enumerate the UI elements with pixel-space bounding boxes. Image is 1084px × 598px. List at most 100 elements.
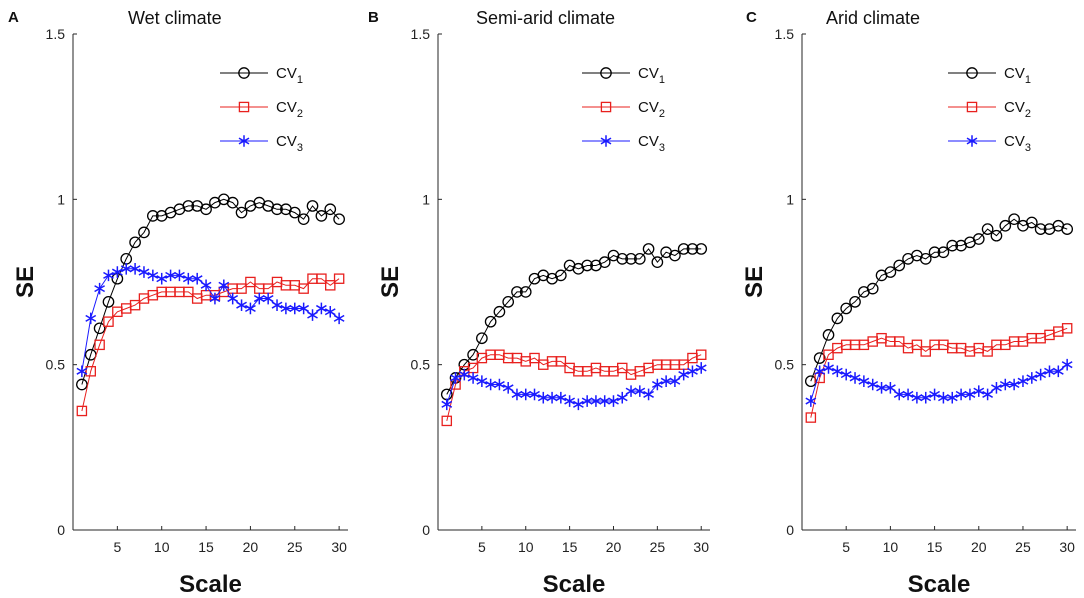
y-tick-label: 1 xyxy=(422,191,430,207)
data-point xyxy=(849,295,861,308)
legend-item-cv3: CV3 xyxy=(220,133,303,154)
data-point xyxy=(288,206,301,219)
data-point xyxy=(581,395,593,407)
data-point xyxy=(598,256,611,269)
data-point xyxy=(1061,323,1073,334)
data-point xyxy=(450,372,461,384)
chart-panel-c: 0 0.5 1 1.5 5 10 15 20 25 30 Scale SE C Arid climate C… xyxy=(741,8,1076,598)
x-tick-label: 20 xyxy=(971,539,987,555)
data-point xyxy=(147,269,159,282)
data-point xyxy=(813,352,826,364)
y-tick-label: 1.5 xyxy=(411,26,431,42)
legend-label: CV1 xyxy=(276,65,303,86)
legend-item-cv2: CV2 xyxy=(948,99,1031,120)
chart-panel-a: 0 0.5 1 1.5 5 10 15 20 25 30 Scale SE A Wet climate CV… xyxy=(8,8,348,598)
data-point xyxy=(253,292,265,305)
data-point xyxy=(999,219,1012,232)
data-point xyxy=(502,295,515,308)
data-point xyxy=(511,388,523,401)
data-point xyxy=(1061,358,1073,371)
data-point xyxy=(599,395,611,407)
data-point xyxy=(555,391,567,404)
data-point xyxy=(964,388,976,401)
legend-marker xyxy=(238,101,250,113)
data-point xyxy=(1025,216,1038,229)
data-point xyxy=(651,256,664,269)
data-point xyxy=(893,259,906,272)
data-point xyxy=(642,243,655,255)
x-tick-label: 5 xyxy=(113,539,121,555)
data-point xyxy=(85,312,97,325)
legend-item-cv3: CV3 xyxy=(582,133,665,154)
data-point xyxy=(805,412,817,423)
data-point xyxy=(333,213,345,226)
x-tick-label: 5 xyxy=(842,539,850,555)
data-point xyxy=(946,391,958,404)
x-axis-label: Scale xyxy=(179,571,242,598)
data-point xyxy=(687,365,698,378)
data-point xyxy=(616,253,629,265)
data-point xyxy=(235,206,248,219)
data-point xyxy=(467,372,479,384)
data-point xyxy=(297,213,310,226)
x-tick-label: 25 xyxy=(287,539,303,555)
data-point xyxy=(858,375,870,387)
legend-subscript: 1 xyxy=(659,74,665,86)
data-point xyxy=(982,346,993,357)
data-point xyxy=(625,253,637,265)
data-point xyxy=(695,243,708,255)
data-point xyxy=(920,346,931,357)
data-point xyxy=(831,365,843,378)
data-point xyxy=(884,266,897,278)
x-tick-label: 25 xyxy=(1015,539,1031,555)
x-tick-label: 30 xyxy=(1059,539,1075,555)
data-point xyxy=(511,286,523,298)
data-point xyxy=(625,385,637,397)
data-point xyxy=(1026,372,1038,384)
panel-letter: C xyxy=(746,9,757,26)
y-axis-label: SE xyxy=(12,266,39,298)
data-point xyxy=(76,365,88,378)
data-point xyxy=(129,262,141,275)
data-point xyxy=(76,378,88,391)
series-cv1 xyxy=(804,213,1074,388)
chart-title: Arid climate xyxy=(826,8,920,28)
series-cv2 xyxy=(805,323,1073,423)
data-point xyxy=(458,368,470,381)
data-point xyxy=(529,388,540,401)
data-point xyxy=(227,292,239,305)
legend-marker xyxy=(238,135,250,147)
legend-item-cv1: CV1 xyxy=(948,65,1031,86)
y-tick-label: 0 xyxy=(422,522,430,538)
data-point xyxy=(1035,368,1047,381)
data-point xyxy=(519,286,532,298)
data-point xyxy=(102,295,115,308)
legend-label: CV2 xyxy=(276,99,303,120)
series-cv3 xyxy=(441,362,707,411)
legend: CV1 CV2 CV3 xyxy=(220,65,303,154)
series-cv1 xyxy=(76,193,345,391)
data-point xyxy=(165,269,176,282)
legend-marker xyxy=(600,101,612,113)
data-point xyxy=(103,316,114,327)
chart-title: Semi-arid climate xyxy=(476,8,615,28)
legend-subscript: 1 xyxy=(297,74,303,86)
data-point xyxy=(814,365,826,378)
data-point xyxy=(306,200,319,212)
data-point xyxy=(289,302,301,315)
legend-subscript: 2 xyxy=(297,108,303,120)
legend-marker xyxy=(600,135,612,147)
data-point xyxy=(298,283,309,294)
y-tick-label: 0.5 xyxy=(775,357,795,373)
data-point xyxy=(991,382,1002,394)
legend-marker xyxy=(238,67,250,79)
data-point xyxy=(572,398,584,411)
y-tick-label: 0.5 xyxy=(411,357,431,373)
data-point xyxy=(280,302,292,315)
y-axis-label: SE xyxy=(741,266,768,298)
data-point xyxy=(695,362,707,374)
y-tick-label: 1.5 xyxy=(46,26,66,42)
data-point xyxy=(554,269,567,282)
data-point xyxy=(209,292,221,305)
data-point xyxy=(651,378,663,391)
